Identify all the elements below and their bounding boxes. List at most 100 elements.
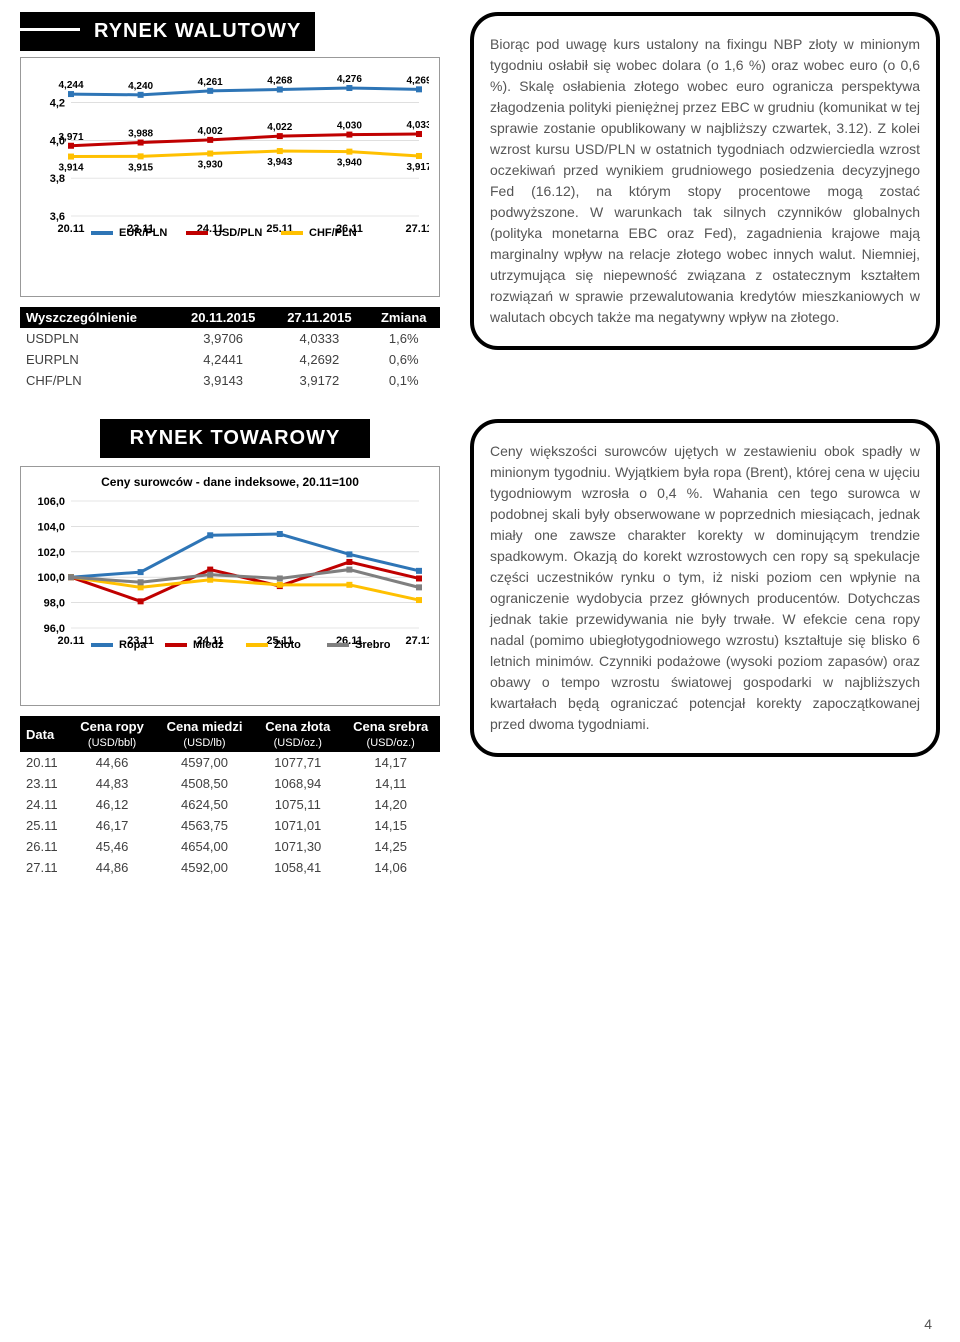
- svg-text:4,002: 4,002: [198, 126, 223, 137]
- svg-text:EUR/PLN: EUR/PLN: [119, 227, 167, 239]
- svg-text:3,930: 3,930: [198, 160, 223, 171]
- svg-text:100,0: 100,0: [37, 572, 65, 584]
- table-cell: 1071,30: [254, 836, 341, 857]
- svg-text:Złoto: Złoto: [274, 639, 301, 651]
- svg-text:98,0: 98,0: [44, 598, 65, 610]
- table-cell: 4508,50: [155, 773, 254, 794]
- table-cell: CHF/PLN: [20, 370, 175, 391]
- table-cell: 44,86: [69, 857, 155, 878]
- svg-text:3,943: 3,943: [267, 157, 292, 168]
- commodity-chart: Ceny surowców - dane indeksowe, 20.11=10…: [20, 466, 440, 706]
- currency-chart: 3,63,84,04,220.1123.1124.1125.1126.1127.…: [20, 57, 440, 297]
- table-header: 20.11.2015: [175, 307, 271, 328]
- table-cell: 26.11: [20, 836, 69, 857]
- table-cell: 45,46: [69, 836, 155, 857]
- commodity-chart-title: Ceny surowców - dane indeksowe, 20.11=10…: [29, 475, 431, 489]
- table-cell: 4597,00: [155, 752, 254, 773]
- currency-text: Biorąc pod uwagę kurs ustalony na fixing…: [470, 12, 940, 350]
- svg-text:3,971: 3,971: [58, 132, 83, 143]
- svg-text:96,0: 96,0: [44, 623, 65, 635]
- commodity-text: Ceny większości surowców ujętych w zesta…: [470, 419, 940, 757]
- svg-text:3,915: 3,915: [128, 162, 153, 173]
- table-cell: 4,0333: [271, 328, 367, 349]
- svg-text:104,0: 104,0: [37, 521, 65, 533]
- heading-stub: [20, 12, 80, 51]
- table-cell: 0,1%: [368, 370, 441, 391]
- table-cell: EURPLN: [20, 349, 175, 370]
- svg-text:USD/PLN: USD/PLN: [214, 227, 262, 239]
- table-row: 23.1144,834508,501068,9414,11: [20, 773, 440, 794]
- table-cell: 20.11: [20, 752, 69, 773]
- svg-text:3,6: 3,6: [50, 211, 65, 223]
- svg-text:4,261: 4,261: [198, 77, 223, 88]
- page-number: 4: [924, 1316, 932, 1332]
- svg-text:4,2: 4,2: [50, 97, 65, 109]
- svg-text:3,940: 3,940: [337, 158, 362, 169]
- table-cell: 4,2441: [175, 349, 271, 370]
- svg-text:102,0: 102,0: [37, 547, 65, 559]
- table-cell: 1077,71: [254, 752, 341, 773]
- svg-text:4,022: 4,022: [267, 122, 292, 133]
- table-cell: 1075,11: [254, 794, 341, 815]
- table-cell: 25.11: [20, 815, 69, 836]
- table-cell: 14,06: [341, 857, 440, 878]
- table-header: Data: [20, 716, 69, 752]
- table-cell: 4624,50: [155, 794, 254, 815]
- svg-text:106,0: 106,0: [37, 496, 65, 508]
- table-header: Cena srebra(USD/oz.): [341, 716, 440, 752]
- table-cell: 14,20: [341, 794, 440, 815]
- svg-text:27.11: 27.11: [406, 223, 429, 235]
- table-header: Cena złota(USD/oz.): [254, 716, 341, 752]
- svg-text:Srebro: Srebro: [355, 639, 391, 651]
- svg-text:Miedź: Miedź: [193, 639, 224, 651]
- svg-text:4,276: 4,276: [337, 74, 362, 85]
- table-cell: 14,25: [341, 836, 440, 857]
- svg-text:4,240: 4,240: [128, 81, 153, 92]
- table-row: EURPLN4,24414,26920,6%: [20, 349, 440, 370]
- table-cell: 14,11: [341, 773, 440, 794]
- table-header: 27.11.2015: [271, 307, 367, 328]
- table-cell: 1068,94: [254, 773, 341, 794]
- svg-text:27.11: 27.11: [406, 635, 429, 647]
- table-header: Cena miedzi(USD/lb): [155, 716, 254, 752]
- table-cell: 44,66: [69, 752, 155, 773]
- commodity-heading: RYNEK TOWAROWY: [100, 419, 371, 458]
- svg-text:4,033: 4,033: [406, 120, 429, 131]
- table-cell: 0,6%: [368, 349, 441, 370]
- table-row: 26.1145,464654,001071,3014,25: [20, 836, 440, 857]
- svg-text:4,030: 4,030: [337, 121, 362, 132]
- svg-text:3,914: 3,914: [58, 163, 83, 174]
- table-row: 20.1144,664597,001077,7114,17: [20, 752, 440, 773]
- commodity-table: DataCena ropy(USD/bbl)Cena miedzi(USD/lb…: [20, 716, 440, 878]
- table-row: 25.1146,174563,751071,0114,15: [20, 815, 440, 836]
- currency-table: Wyszczególnienie20.11.201527.11.2015Zmia…: [20, 307, 440, 391]
- table-header: Cena ropy(USD/bbl): [69, 716, 155, 752]
- table-cell: USDPLN: [20, 328, 175, 349]
- table-cell: 3,9172: [271, 370, 367, 391]
- table-cell: 4563,75: [155, 815, 254, 836]
- table-cell: 46,17: [69, 815, 155, 836]
- table-cell: 3,9143: [175, 370, 271, 391]
- table-cell: 14,15: [341, 815, 440, 836]
- svg-text:4,244: 4,244: [58, 80, 83, 91]
- svg-text:3,917: 3,917: [406, 162, 429, 173]
- table-header: Wyszczególnienie: [20, 307, 175, 328]
- table-cell: 4,2692: [271, 349, 367, 370]
- table-cell: 46,12: [69, 794, 155, 815]
- table-row: USDPLN3,97064,03331,6%: [20, 328, 440, 349]
- table-cell: 3,9706: [175, 328, 271, 349]
- table-cell: 1,6%: [368, 328, 441, 349]
- svg-text:20.11: 20.11: [58, 635, 85, 647]
- svg-text:3,988: 3,988: [128, 129, 153, 140]
- svg-text:3,8: 3,8: [50, 173, 65, 185]
- table-cell: 4592,00: [155, 857, 254, 878]
- table-cell: 4654,00: [155, 836, 254, 857]
- table-cell: 44,83: [69, 773, 155, 794]
- svg-text:CHF/PLN: CHF/PLN: [309, 227, 357, 239]
- table-cell: 1058,41: [254, 857, 341, 878]
- table-row: 24.1146,124624,501075,1114,20: [20, 794, 440, 815]
- table-cell: 23.11: [20, 773, 69, 794]
- table-cell: 27.11: [20, 857, 69, 878]
- table-cell: 14,17: [341, 752, 440, 773]
- currency-heading: RYNEK WALUTOWY: [80, 12, 315, 51]
